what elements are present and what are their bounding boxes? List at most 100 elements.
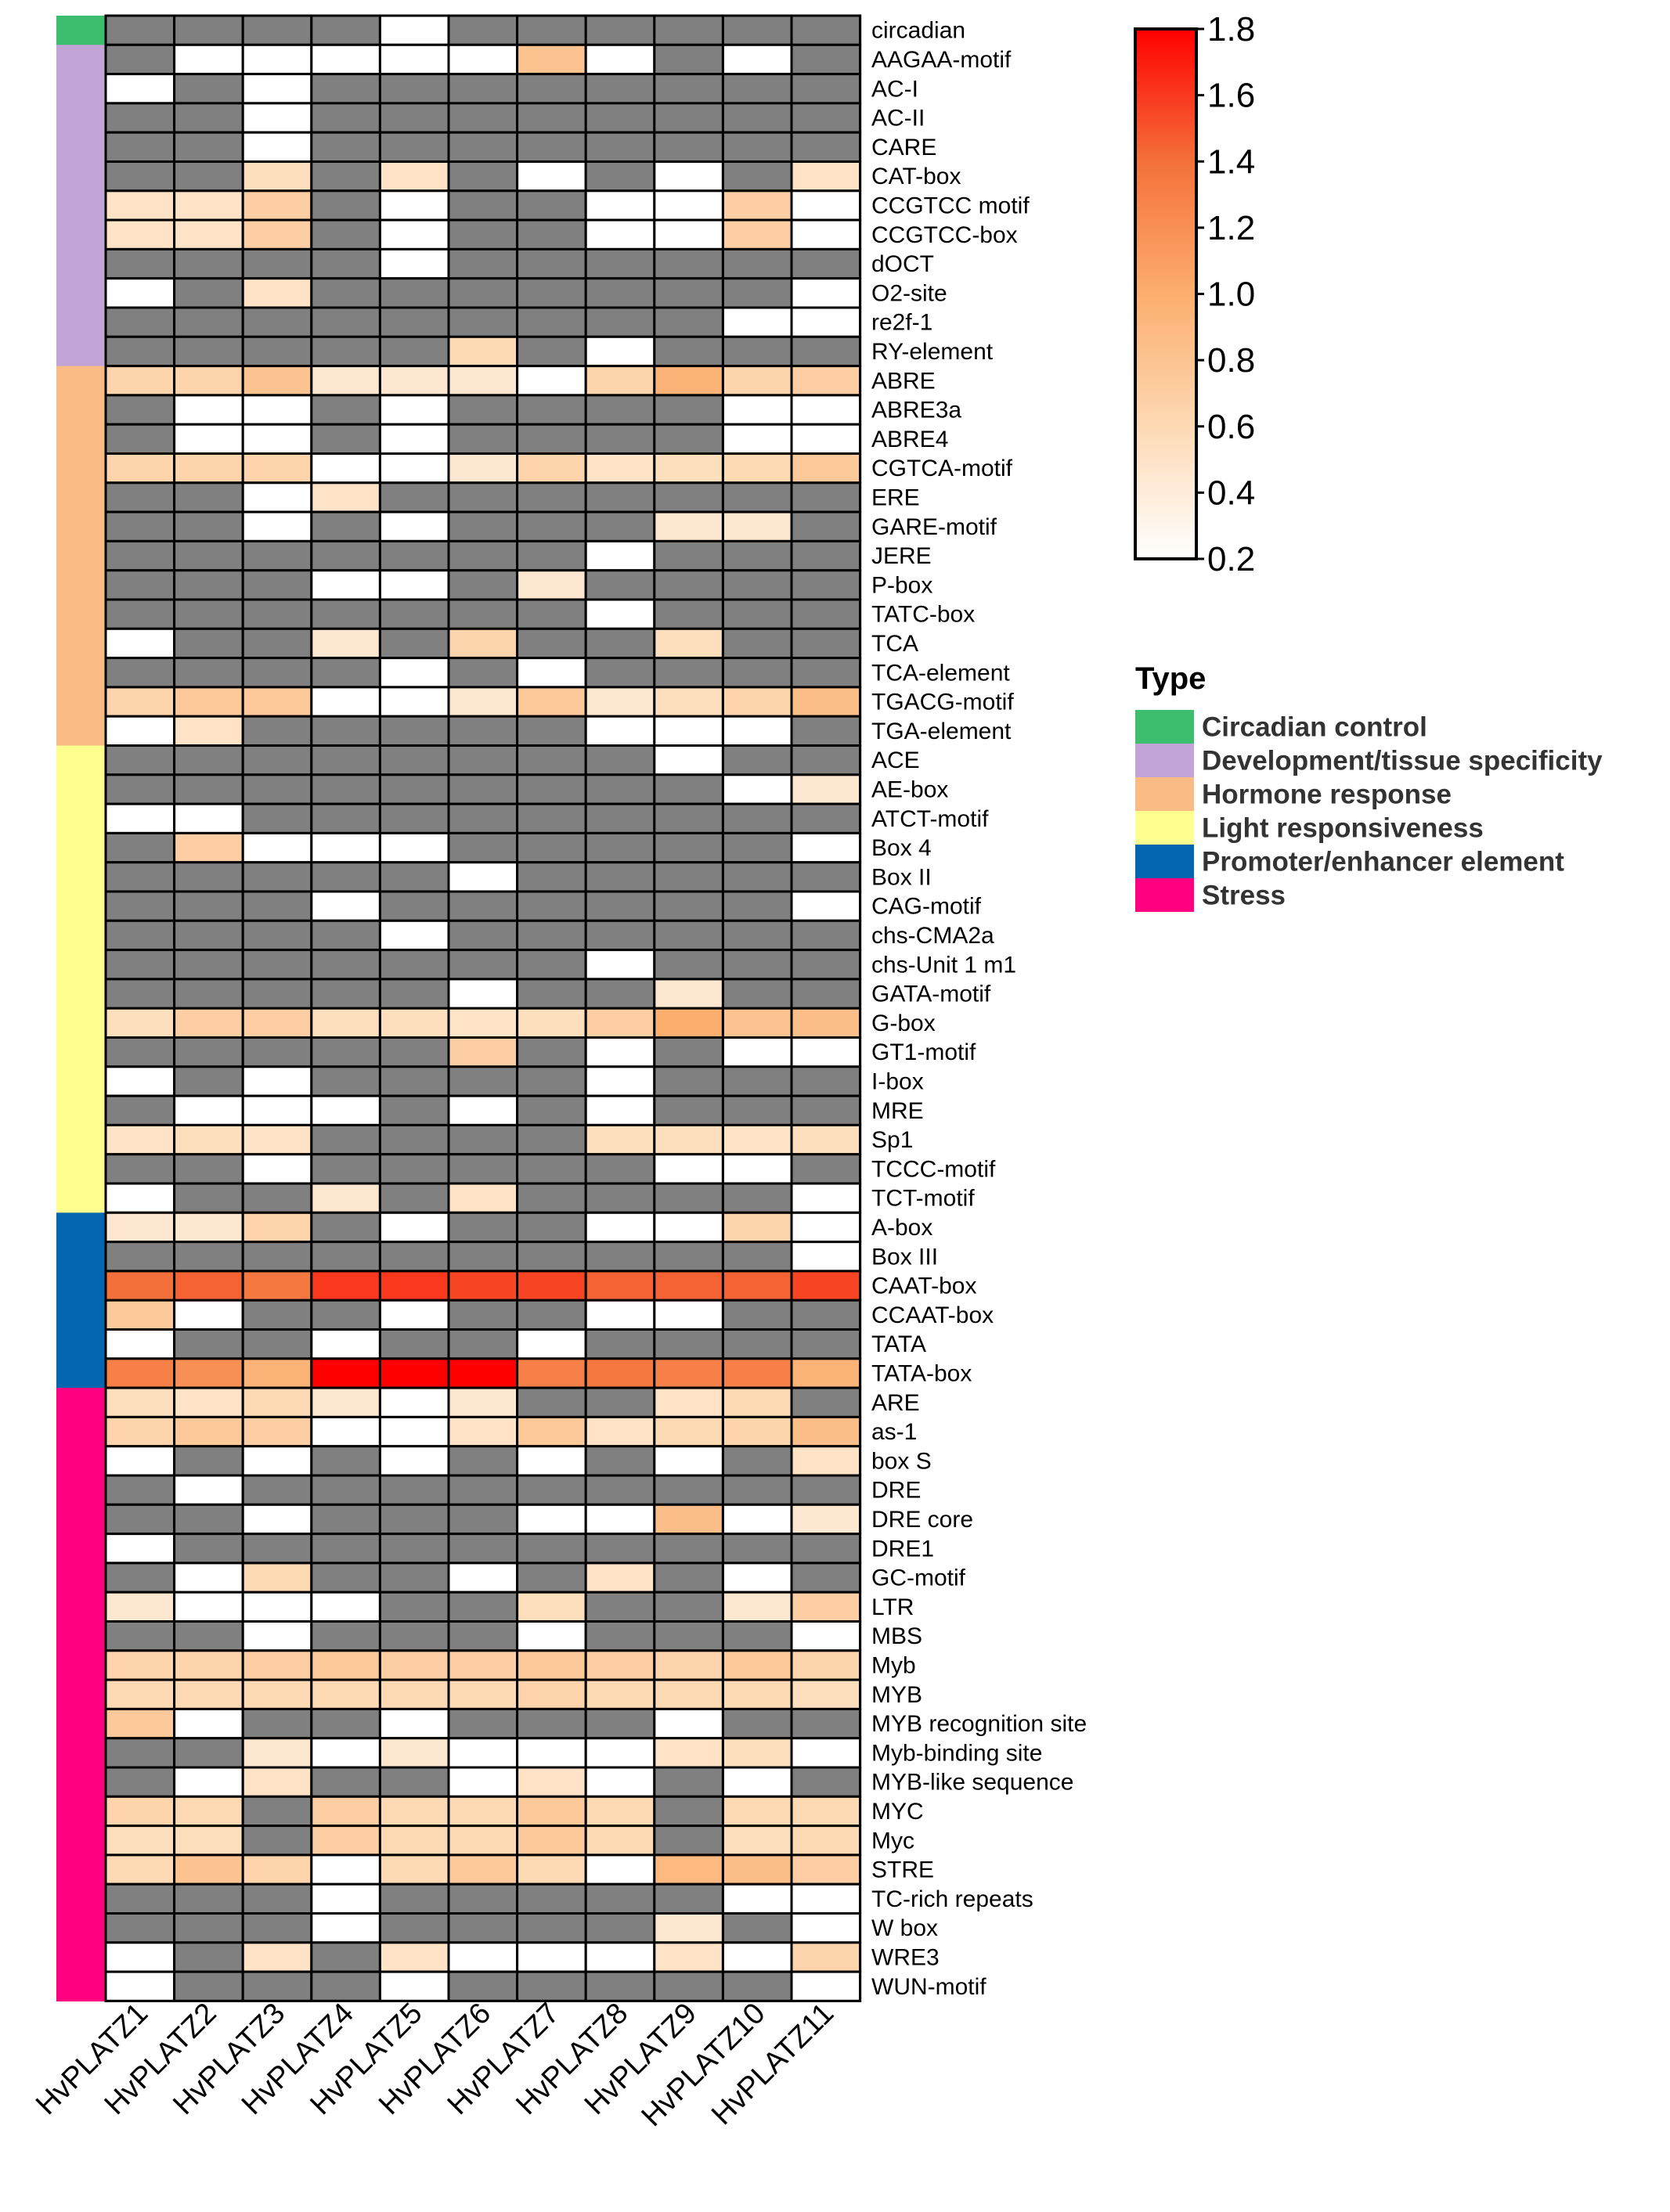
heatmap-cell (310, 1970, 381, 2002)
heatmap-cell (241, 1737, 313, 1769)
type-bar-segment-light-responsiveness (56, 1125, 106, 1155)
heatmap-cell (104, 102, 176, 134)
heatmap-cell (584, 481, 656, 513)
row-label: chs-CMA2a (871, 923, 994, 949)
heatmap-cell (104, 1299, 176, 1331)
type-bar-segment-light-responsiveness (56, 892, 106, 921)
heatmap-cell (721, 1620, 793, 1652)
heatmap-cell (447, 1970, 519, 2002)
row-label: MRE (871, 1098, 924, 1124)
row-label: ACE (871, 748, 920, 773)
heatmap-cell (516, 1270, 587, 1302)
heatmap-cell (653, 569, 724, 601)
row-label: TGA-element (871, 719, 1012, 744)
heatmap-cell (378, 1415, 450, 1448)
heatmap-cell (173, 189, 244, 222)
row-label: as-1 (871, 1419, 917, 1445)
heatmap-cell (653, 978, 724, 1010)
heatmap-cell (104, 1328, 176, 1360)
heatmap-cell (173, 1445, 244, 1477)
heatmap-cell (584, 1533, 656, 1565)
heatmap-cell (378, 1123, 450, 1156)
heatmap-cell (310, 598, 381, 630)
heatmap-cell (516, 510, 587, 542)
heatmap-cell (241, 686, 313, 718)
heatmap-cell (447, 14, 519, 46)
heatmap-cell (653, 1707, 724, 1740)
type-bar-segment-hormone-response (56, 394, 106, 425)
heatmap-cell (721, 1299, 793, 1331)
heatmap-cell (447, 802, 519, 834)
heatmap-cell (584, 1474, 656, 1506)
type-bar-segment-development-tissue-specificity (56, 74, 106, 104)
heatmap-cell (584, 1970, 656, 2002)
heatmap-cell (516, 43, 587, 76)
heatmap-cell (241, 1357, 313, 1389)
heatmap-cell (721, 978, 793, 1010)
heatmap-cell (584, 1036, 656, 1068)
heatmap-cell (173, 277, 244, 309)
heatmap-cell (241, 1211, 313, 1244)
heatmap-cell (241, 247, 313, 280)
heatmap-cell (653, 919, 724, 952)
heatmap-cell (653, 510, 724, 542)
heatmap-cell (241, 1620, 313, 1652)
type-legend-label: Promoter/enhancer element (1202, 847, 1564, 877)
heatmap-cell (173, 1970, 244, 2002)
heatmap-cell (516, 160, 587, 193)
heatmap-cell (653, 277, 724, 309)
heatmap-cell (790, 598, 862, 630)
heatmap-cell (310, 1825, 381, 1857)
heatmap-cell (310, 715, 381, 748)
heatmap-cell (790, 1825, 862, 1857)
heatmap-cell (241, 919, 313, 952)
heatmap-cell (378, 1211, 450, 1244)
heatmap-cell (241, 452, 313, 485)
type-bar-segment-stress (56, 1884, 106, 1915)
heatmap-cell (378, 452, 450, 485)
heatmap-cell (790, 1211, 862, 1244)
row-label: TCA (871, 631, 918, 657)
heatmap-cell (310, 1678, 381, 1710)
type-bar-segment-promoter-enhancer-element (56, 1329, 106, 1360)
heatmap-cell (721, 394, 793, 426)
heatmap-cell (516, 1620, 587, 1652)
heatmap-cell (378, 1941, 450, 1973)
type-bar-segment-light-responsiveness (56, 1008, 106, 1039)
heatmap-cell (447, 1766, 519, 1798)
heatmap-cell (310, 306, 381, 338)
heatmap-cell (173, 1036, 244, 1068)
heatmap-cell (104, 1153, 176, 1185)
row-label: dOCT (871, 251, 934, 277)
heatmap-cell (241, 1474, 313, 1506)
heatmap-cell (790, 1241, 862, 1273)
heatmap-cell (584, 1241, 656, 1273)
heatmap-cell (104, 715, 176, 748)
heatmap-cell (721, 481, 793, 513)
heatmap-cell (584, 919, 656, 952)
type-bar-segment-light-responsiveness (56, 862, 106, 892)
heatmap-cell (721, 1445, 793, 1477)
heatmap-cell (790, 1386, 862, 1418)
heatmap-cell (241, 715, 313, 748)
heatmap-cell (310, 1241, 381, 1273)
heatmap-cell (653, 394, 724, 426)
heatmap-cell (721, 365, 793, 397)
heatmap-cell (790, 43, 862, 76)
heatmap-cell (104, 247, 176, 280)
heatmap-cell (104, 627, 176, 660)
heatmap-cell (584, 861, 656, 893)
heatmap-cell (310, 1737, 381, 1769)
type-legend-label: Stress (1202, 881, 1286, 911)
heatmap-cell (104, 1211, 176, 1244)
heatmap-cell (104, 539, 176, 572)
column-labels: HvPLATZ1HvPLATZ2HvPLATZ3HvPLATZ4HvPLATZ5… (30, 1997, 840, 2133)
heatmap-cell (653, 365, 724, 397)
heatmap-cell (378, 1299, 450, 1331)
heatmap-cell (310, 1503, 381, 1536)
heatmap-cell (173, 1415, 244, 1448)
heatmap-cell (516, 539, 587, 572)
heatmap-cell (447, 1474, 519, 1506)
heatmap-cell (378, 1766, 450, 1798)
heatmap-cell (378, 510, 450, 542)
